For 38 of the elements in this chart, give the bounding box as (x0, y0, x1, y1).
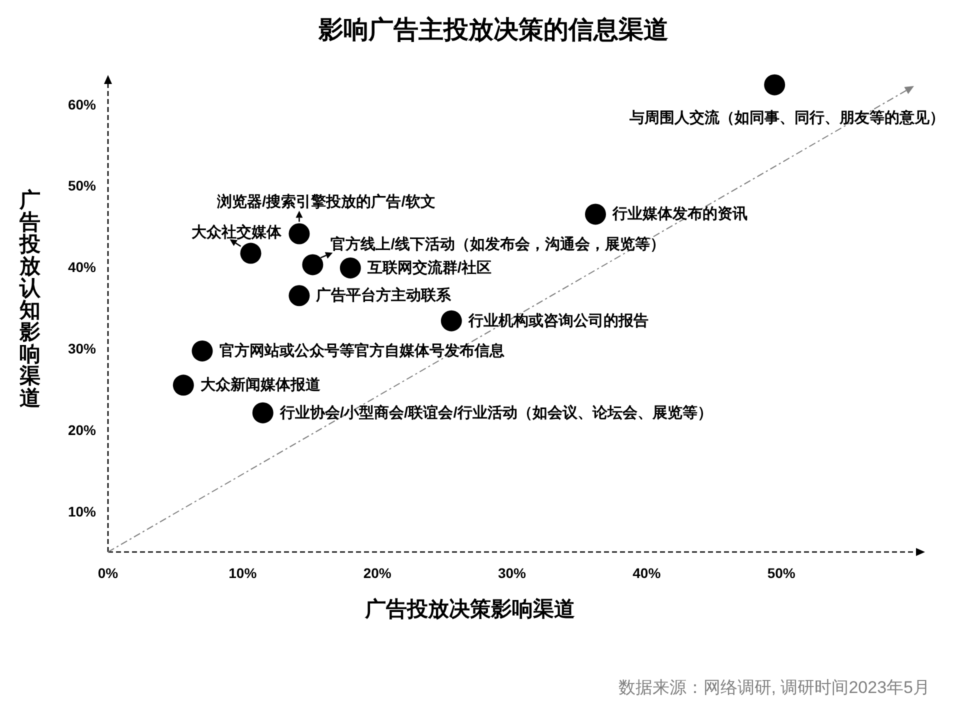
point (302, 254, 324, 276)
x-axis-title: 广告投放决策影响渠道 (364, 596, 576, 623)
y-tick-label: 30% (68, 340, 97, 356)
point (192, 340, 213, 362)
y-tick-label: 60% (68, 96, 97, 112)
x-tick-label: 0% (98, 564, 119, 581)
x-tick-label: 20% (363, 564, 392, 581)
chart-title: 影响广告主投放决策的信息渠道 (317, 15, 670, 46)
text: 广告投放认知影响渠道 (20, 189, 40, 410)
series-label: 官方线上/线下活动（如发布会，沟通会，展览等） (330, 235, 665, 254)
point (764, 74, 786, 96)
point (240, 242, 262, 264)
y-tick-label: 40% (68, 259, 97, 276)
series-label: 官方网站或公众号等官方自媒体号发布信息 (219, 341, 506, 360)
series-label: 行业媒体发布的资讯 (611, 206, 748, 223)
series-label: 大众社交媒体 (192, 222, 283, 241)
point (288, 285, 310, 306)
point (584, 204, 606, 225)
source-note: 数据来源：网络调研, 调研时间2023年5月 (618, 677, 930, 699)
point (252, 402, 274, 424)
x-tick-label: 10% (228, 564, 258, 581)
series-label: 与周围人交流（如同事、同行、朋友等的意见） (628, 108, 945, 126)
point (340, 257, 361, 278)
series-label: 行业机构或咨询公司的报告 (467, 312, 648, 330)
x-tick-label: 40% (632, 564, 662, 581)
y-tick-label: 10% (68, 503, 97, 520)
y-tick-label: 20% (68, 422, 97, 438)
series-label: 互联网交流群/社区 (366, 258, 492, 276)
y-tick-label: 50% (68, 178, 97, 194)
point (288, 223, 310, 244)
point (172, 374, 194, 396)
series-label: 大众新闻媒体报道 (200, 376, 322, 394)
point (440, 310, 462, 332)
x-tick-label: 50% (767, 564, 796, 581)
series-label: 广告平台方主动联系 (315, 286, 452, 304)
x-tick-label: 30% (498, 564, 527, 581)
text: 浏览器/搜索引擎投放的广告/软文 (216, 192, 436, 210)
series-label: 行业协会/小型商会/联谊会/行业活动（如会议、论坛会、展览等） (278, 403, 712, 422)
